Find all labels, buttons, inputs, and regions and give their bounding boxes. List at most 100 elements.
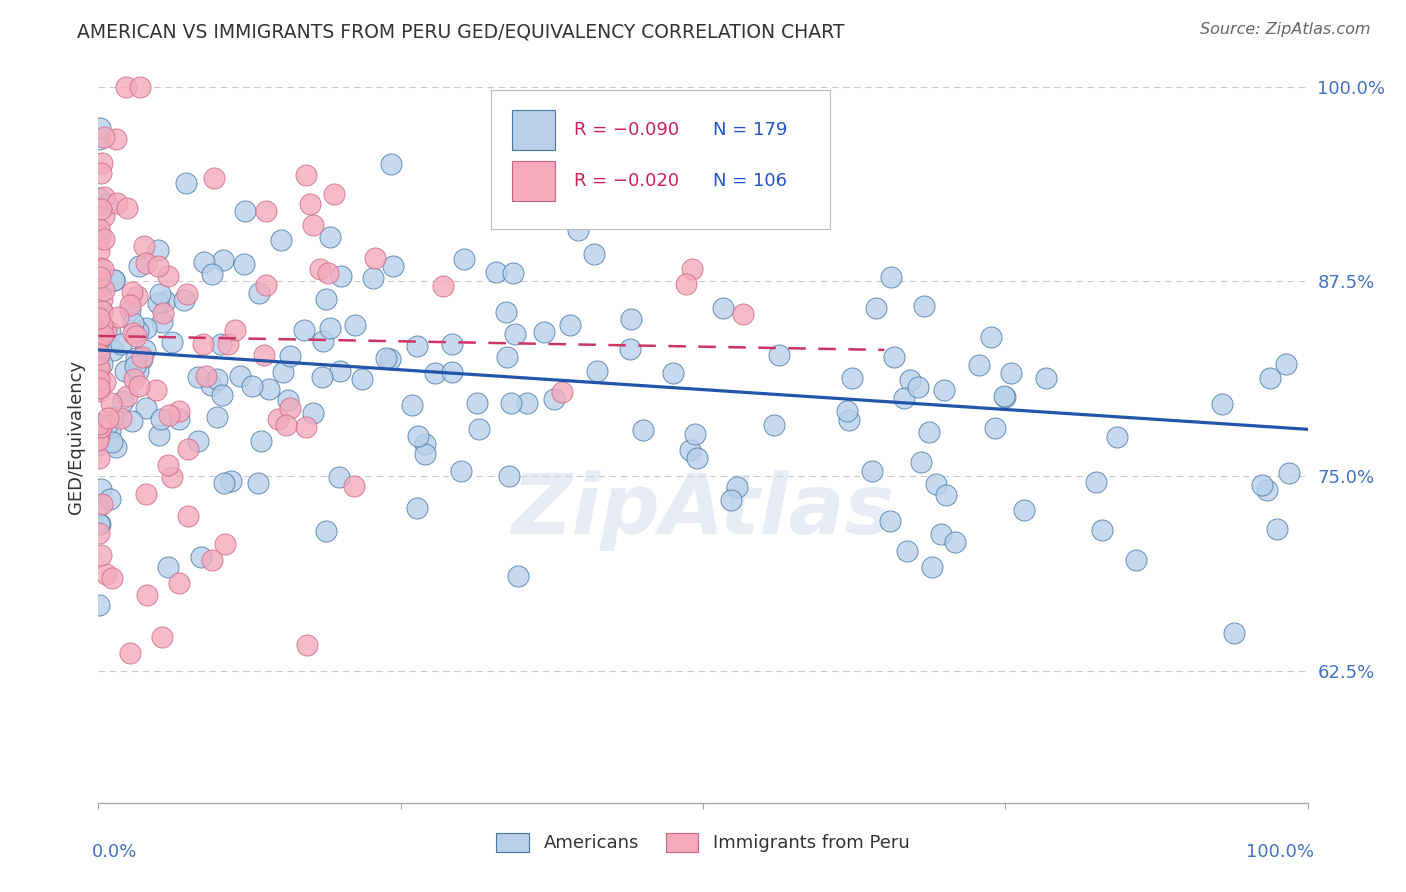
- Point: [247, 475, 270, 490]
- Point: [912, 299, 935, 313]
- Point: [114, 79, 136, 94]
- Point: [329, 364, 352, 378]
- Text: 100.0%: 100.0%: [1246, 843, 1313, 861]
- Point: [274, 418, 297, 433]
- Point: [551, 385, 574, 400]
- Point: [174, 176, 197, 190]
- Point: [253, 348, 276, 362]
- Point: [193, 255, 215, 269]
- Point: [150, 315, 173, 329]
- Point: [364, 251, 387, 265]
- Point: [98, 425, 121, 439]
- Point: [1275, 357, 1298, 371]
- Point: [101, 434, 124, 449]
- Point: [1105, 429, 1128, 443]
- Point: [87, 426, 110, 441]
- Point: [96, 566, 118, 581]
- Point: [212, 475, 235, 490]
- Point: [679, 442, 702, 457]
- Point: [90, 318, 112, 333]
- Point: [277, 392, 299, 407]
- Point: [125, 328, 148, 343]
- Point: [104, 440, 127, 454]
- Point: [980, 329, 1002, 343]
- Point: [191, 337, 214, 351]
- Point: [302, 218, 325, 232]
- Point: [315, 293, 337, 307]
- Point: [135, 589, 157, 603]
- Point: [105, 196, 128, 211]
- Point: [87, 516, 110, 531]
- Point: [943, 535, 966, 549]
- Point: [879, 514, 901, 528]
- Text: R = −0.090: R = −0.090: [574, 121, 679, 139]
- Point: [135, 321, 157, 335]
- Point: [110, 411, 132, 425]
- Point: [925, 476, 948, 491]
- Point: [328, 469, 350, 483]
- Point: [505, 326, 527, 341]
- Point: [87, 333, 110, 347]
- Point: [415, 437, 437, 451]
- Point: [205, 372, 228, 386]
- Point: [432, 279, 454, 293]
- Point: [121, 285, 143, 299]
- Point: [160, 334, 183, 349]
- Text: 0.0%: 0.0%: [93, 843, 138, 861]
- Point: [270, 233, 292, 247]
- Point: [146, 259, 169, 273]
- Point: [93, 129, 115, 144]
- Point: [380, 156, 402, 170]
- Point: [87, 376, 110, 390]
- Point: [89, 328, 111, 343]
- Point: [381, 259, 404, 273]
- Point: [87, 433, 110, 447]
- Point: [898, 373, 921, 387]
- Point: [450, 464, 472, 478]
- Point: [98, 492, 121, 507]
- Point: [533, 326, 555, 340]
- Point: [350, 371, 373, 385]
- Point: [731, 307, 754, 321]
- Point: [406, 500, 429, 515]
- Point: [883, 350, 905, 364]
- Point: [177, 508, 200, 523]
- Point: [495, 305, 517, 319]
- Point: [1256, 483, 1278, 498]
- Point: [295, 419, 318, 434]
- Point: [935, 488, 957, 502]
- Point: [100, 395, 122, 409]
- Point: [97, 411, 120, 425]
- Point: [89, 244, 111, 258]
- Point: [90, 357, 112, 371]
- Point: [157, 409, 180, 423]
- Point: [1012, 502, 1035, 516]
- Point: [146, 243, 169, 257]
- Point: [89, 269, 111, 284]
- Point: [87, 438, 110, 452]
- Point: [413, 447, 436, 461]
- Point: [295, 168, 318, 182]
- Point: [91, 156, 114, 170]
- Point: [316, 266, 339, 280]
- Point: [967, 358, 990, 372]
- Point: [103, 272, 125, 286]
- Point: [103, 343, 125, 357]
- Point: [860, 463, 883, 477]
- Point: [907, 380, 929, 394]
- Point: [240, 379, 263, 393]
- Point: [499, 395, 522, 409]
- Point: [105, 131, 128, 145]
- Point: [125, 288, 148, 302]
- Point: [841, 371, 863, 385]
- Point: [378, 352, 401, 367]
- Point: [502, 266, 524, 280]
- Point: [89, 274, 111, 288]
- Point: [118, 303, 141, 318]
- Point: [1265, 522, 1288, 536]
- Point: [323, 186, 346, 201]
- Point: [89, 191, 111, 205]
- Point: [90, 420, 112, 434]
- Point: [768, 348, 790, 362]
- Point: [934, 383, 956, 397]
